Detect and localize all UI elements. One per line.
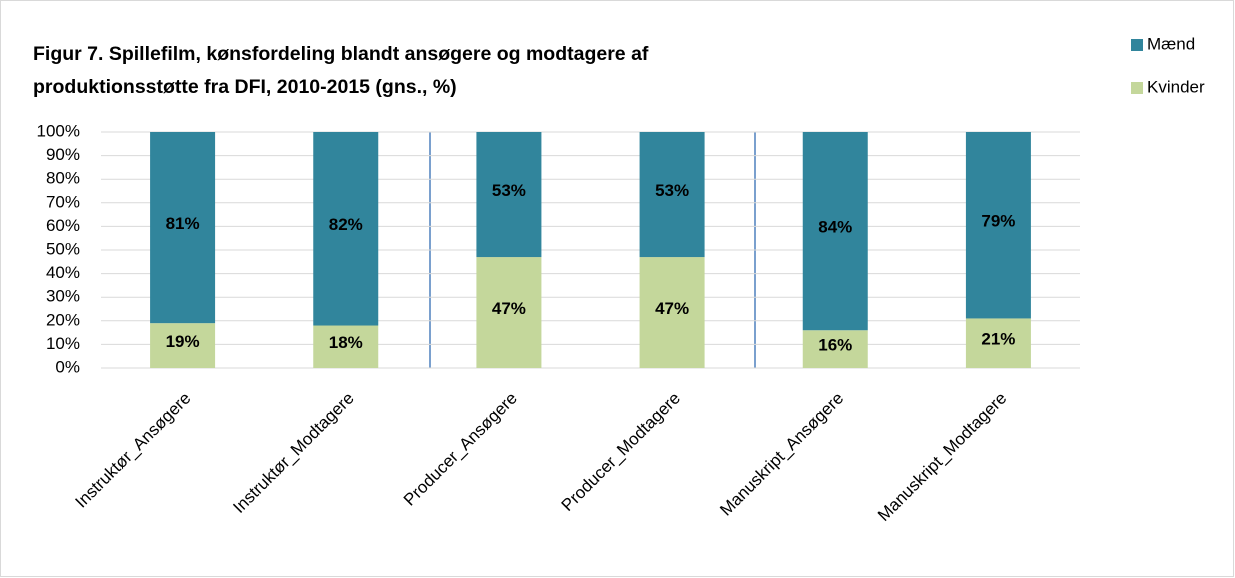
data-label: 82% <box>329 215 363 234</box>
x-tick-label: Producer_Modtagere <box>558 389 684 515</box>
data-label: 21% <box>981 330 1015 349</box>
bar-segment <box>476 132 542 258</box>
bar-segment <box>965 318 1031 368</box>
bar-segment <box>802 132 868 331</box>
legend-label: Kvinder <box>1147 77 1205 96</box>
x-tick-label: Instruktør_Modtagere <box>229 389 357 517</box>
y-tick-label: 20% <box>46 310 80 329</box>
y-tick-label: 100% <box>37 121 80 140</box>
x-tick-label: Instruktør_Ansøgere <box>72 389 195 512</box>
data-label: 47% <box>655 299 689 318</box>
y-tick-label: 0% <box>55 357 80 376</box>
y-tick-label: 70% <box>46 192 80 211</box>
bar-segment <box>150 323 216 368</box>
legend-swatch <box>1131 82 1143 94</box>
bar-segment <box>639 257 705 368</box>
data-label: 47% <box>492 299 526 318</box>
data-label: 53% <box>492 181 526 200</box>
bar-segment <box>476 257 542 368</box>
data-label: 79% <box>981 212 1015 231</box>
data-label: 53% <box>655 181 689 200</box>
y-tick-label: 90% <box>46 145 80 164</box>
legend-label: Mænd <box>1147 34 1195 53</box>
y-tick-label: 80% <box>46 169 80 188</box>
y-tick-label: 40% <box>46 263 80 282</box>
bar-segment <box>313 325 379 368</box>
x-tick-label: Producer_Ansøgere <box>400 389 521 510</box>
chart-title: Figur 7. Spillefilm, kønsfordeling bland… <box>33 43 649 98</box>
bar-segment <box>639 132 705 258</box>
y-tick-label: 30% <box>46 287 80 306</box>
y-tick-label: 50% <box>46 239 80 258</box>
legend-swatch <box>1131 39 1143 51</box>
x-tick-label: Manuskript_Modtagere <box>874 389 1010 525</box>
data-label: 18% <box>329 333 363 352</box>
bar-segment <box>802 330 868 368</box>
y-tick-label: 10% <box>46 334 80 353</box>
data-label: 16% <box>818 336 852 355</box>
y-tick-label: 60% <box>46 216 80 235</box>
bar-segment <box>150 132 216 324</box>
x-tick-label: Manuskript_Ansøgere <box>716 389 847 520</box>
bar-segment <box>965 132 1031 319</box>
data-label: 84% <box>818 218 852 237</box>
data-label: 81% <box>166 214 200 233</box>
bar-segment <box>313 132 379 326</box>
data-label: 19% <box>166 332 200 351</box>
